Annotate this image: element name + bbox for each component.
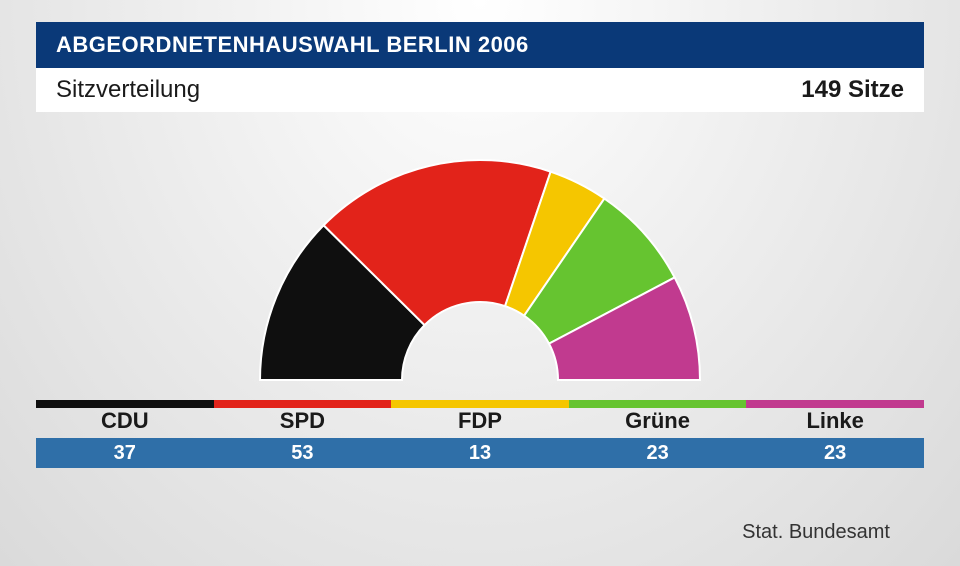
legend-names-row: CDUSPDFDPGrüneLinke [36,408,924,438]
legend-name: CDU [36,408,214,438]
subtitle-bar: Sitzverteilung 149 Sitze [36,68,924,112]
legend-value: 37 [36,438,214,468]
legend-chip-cell [391,400,569,408]
legend-chip-cell [569,400,747,408]
legend-chip [569,400,747,408]
legend-chip [391,400,569,408]
legend-name: FDP [391,408,569,438]
half-donut-chart [210,140,750,390]
legend-chip [36,400,214,408]
source-label: Stat. Bundesamt [742,521,890,544]
legend: CDUSPDFDPGrüneLinke 3753132323 [36,400,924,468]
legend-value: 13 [391,438,569,468]
legend-chip [214,400,392,408]
subtitle-left: Sitzverteilung [56,76,200,104]
chart-container [0,140,960,390]
legend-value: 23 [746,438,924,468]
total-seats: 149 Sitze [801,76,904,104]
legend-chip-cell [214,400,392,408]
chart-title: ABGEORDNETENHAUSWAHL BERLIN 2006 [56,32,529,57]
legend-name: Linke [746,408,924,438]
legend-chip-cell [36,400,214,408]
legend-values-row: 3753132323 [36,438,924,468]
legend-chip [746,400,924,408]
legend-value: 23 [569,438,747,468]
title-bar: ABGEORDNETENHAUSWAHL BERLIN 2006 [36,22,924,68]
legend-name: SPD [214,408,392,438]
legend-name: Grüne [569,408,747,438]
legend-chip-row [36,400,924,408]
legend-value: 53 [214,438,392,468]
legend-chip-cell [746,400,924,408]
